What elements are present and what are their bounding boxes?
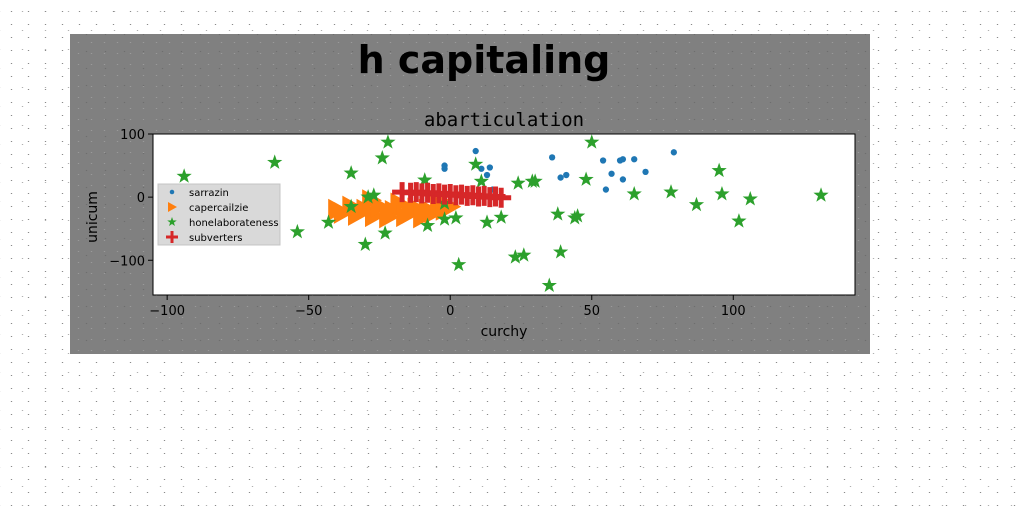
data-point-honelaborateness xyxy=(711,162,727,178)
legend-label-sarrazin: sarrazin xyxy=(189,188,229,199)
data-point-honelaborateness xyxy=(320,214,337,229)
data-point-honelaborateness xyxy=(360,189,376,204)
data-point-capercailzie xyxy=(364,205,385,228)
legend: sarrazin capercailzie honelaborateness subv… xyxy=(157,183,281,246)
data-point-honelaborateness xyxy=(550,206,566,221)
chart-figure: h capitaling abarticulation −100 −50 0 50 10… xyxy=(70,34,870,354)
data-point-honelaborateness xyxy=(267,154,283,169)
data-point-honelaborateness xyxy=(813,187,829,202)
data-point-honelaborateness xyxy=(626,185,642,201)
y-tick-label: −100 xyxy=(109,254,145,269)
data-point-honelaborateness xyxy=(377,225,393,240)
data-point-honelaborateness xyxy=(493,209,509,224)
data-point-capercailzie xyxy=(390,192,411,215)
data-point-sarrazin xyxy=(608,170,615,177)
data-point-honelaborateness xyxy=(731,213,747,228)
data-point-honelaborateness xyxy=(516,247,532,262)
data-point-capercailzie xyxy=(407,197,428,220)
data-point-capercailzie xyxy=(370,195,391,218)
chart-canvas: h capitaling abarticulation −100 −50 0 50 10… xyxy=(85,38,856,340)
legend-marker-honelaborateness xyxy=(167,217,177,227)
data-marks xyxy=(176,134,829,292)
data-point-sarrazin xyxy=(599,157,607,164)
data-point-honelaborateness xyxy=(479,214,495,229)
data-point-honelaborateness xyxy=(527,173,543,188)
x-tick-label: 0 xyxy=(446,304,454,319)
data-point-honelaborateness xyxy=(578,171,594,186)
data-point-sarrazin xyxy=(642,168,649,176)
x-tick-label: 100 xyxy=(721,304,746,319)
data-point-honelaborateness xyxy=(663,184,679,199)
x-axis: −100 −50 0 50 100 xyxy=(149,295,746,319)
legend-label-honelaborateness: honelaborateness xyxy=(189,218,279,229)
legend-label-subverters: subverters xyxy=(189,233,242,244)
data-point-honelaborateness xyxy=(343,165,359,180)
data-point-honelaborateness xyxy=(417,172,433,187)
series-subverters xyxy=(392,182,512,208)
x-axis-label: curchy xyxy=(481,324,528,340)
data-point-sarrazin xyxy=(557,174,564,181)
legend-label-capercailzie: capercailzie xyxy=(189,203,248,214)
legend-box xyxy=(157,183,281,246)
data-point-honelaborateness xyxy=(374,149,390,165)
data-point-honelaborateness xyxy=(473,173,489,188)
y-axis-label: unicum xyxy=(85,191,101,243)
data-point-sarrazin xyxy=(486,164,493,171)
data-point-sarrazin xyxy=(563,171,570,179)
data-point-sarrazin xyxy=(670,149,677,156)
data-point-honelaborateness xyxy=(419,217,436,233)
y-tick-label: 0 xyxy=(137,191,145,206)
data-point-honelaborateness xyxy=(451,256,467,272)
data-point-honelaborateness xyxy=(468,156,484,171)
data-point-honelaborateness xyxy=(569,208,586,223)
y-tick-label: 100 xyxy=(120,128,145,143)
x-tick-label: −100 xyxy=(149,304,185,319)
x-tick-label: 50 xyxy=(583,304,600,319)
data-point-honelaborateness xyxy=(507,249,523,264)
data-point-honelaborateness xyxy=(742,191,758,206)
axes-title: abarticulation xyxy=(424,109,584,131)
data-point-honelaborateness xyxy=(541,277,557,292)
data-point-honelaborateness xyxy=(436,211,453,226)
legend-marker-capercailzie xyxy=(168,202,177,212)
x-tick-label: −50 xyxy=(295,304,322,319)
data-point-honelaborateness xyxy=(584,134,600,149)
data-point-honelaborateness xyxy=(380,134,396,149)
data-point-honelaborateness xyxy=(510,175,526,190)
data-point-honelaborateness xyxy=(714,185,730,201)
data-point-sarrazin xyxy=(631,156,638,163)
data-point-honelaborateness xyxy=(343,198,359,214)
data-point-honelaborateness xyxy=(688,196,705,212)
data-point-honelaborateness xyxy=(553,244,569,259)
data-point-sarrazin xyxy=(441,165,448,172)
data-point-sarrazin xyxy=(472,147,479,155)
data-point-sarrazin xyxy=(548,154,556,161)
data-point-honelaborateness xyxy=(366,187,382,202)
series-sarrazin xyxy=(441,147,677,193)
data-point-honelaborateness xyxy=(289,223,305,239)
data-point-sarrazin xyxy=(619,176,627,183)
legend-marker-sarrazin xyxy=(169,189,175,195)
data-point-sarrazin xyxy=(602,186,610,193)
figure-title: h capitaling xyxy=(358,38,611,82)
y-axis: −100 0 100 xyxy=(109,128,153,269)
data-point-sarrazin xyxy=(619,156,627,163)
data-point-honelaborateness xyxy=(448,209,464,225)
data-point-honelaborateness xyxy=(176,168,192,183)
data-point-sarrazin xyxy=(483,171,491,179)
data-point-subverters xyxy=(491,187,512,208)
legend-marker-subverters xyxy=(166,231,178,243)
data-point-honelaborateness xyxy=(357,236,373,251)
